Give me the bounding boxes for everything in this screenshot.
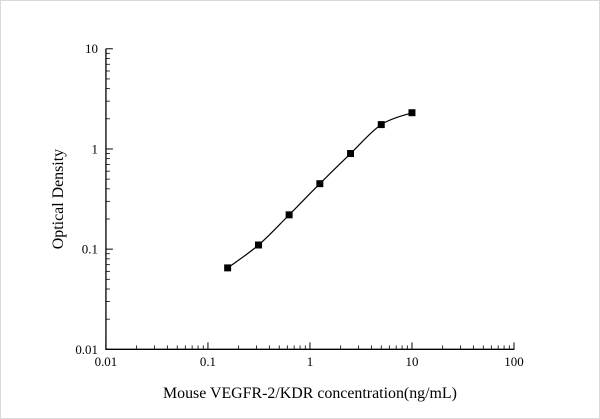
y-tick-label: 1: [92, 141, 98, 156]
data-point: [408, 109, 416, 117]
x-tick-label: 1: [307, 354, 313, 369]
data-point: [377, 121, 385, 129]
x-tick-label: 100: [504, 354, 523, 369]
x-tick-label: 0.01: [95, 354, 118, 369]
data-point: [255, 241, 262, 249]
data-point: [347, 150, 355, 158]
data-point: [285, 211, 293, 219]
data-point: [224, 264, 232, 272]
y-tick-label: 0.01: [75, 342, 98, 357]
y-tick-label: 0.1: [82, 242, 98, 257]
plot-area: 0.01 0.1 1 10 100 0.01 0.1 1 10: [75, 41, 523, 369]
x-axis-label: Mouse VEGFR-2/KDR concentration(ng/mL): [163, 385, 457, 402]
x-tick-label: 0.1: [200, 354, 216, 369]
y-axis-label: Optical Density: [50, 149, 67, 249]
x-tick-label: 10: [406, 354, 419, 369]
y-tick-label: 10: [85, 41, 98, 56]
data-point: [316, 180, 324, 188]
